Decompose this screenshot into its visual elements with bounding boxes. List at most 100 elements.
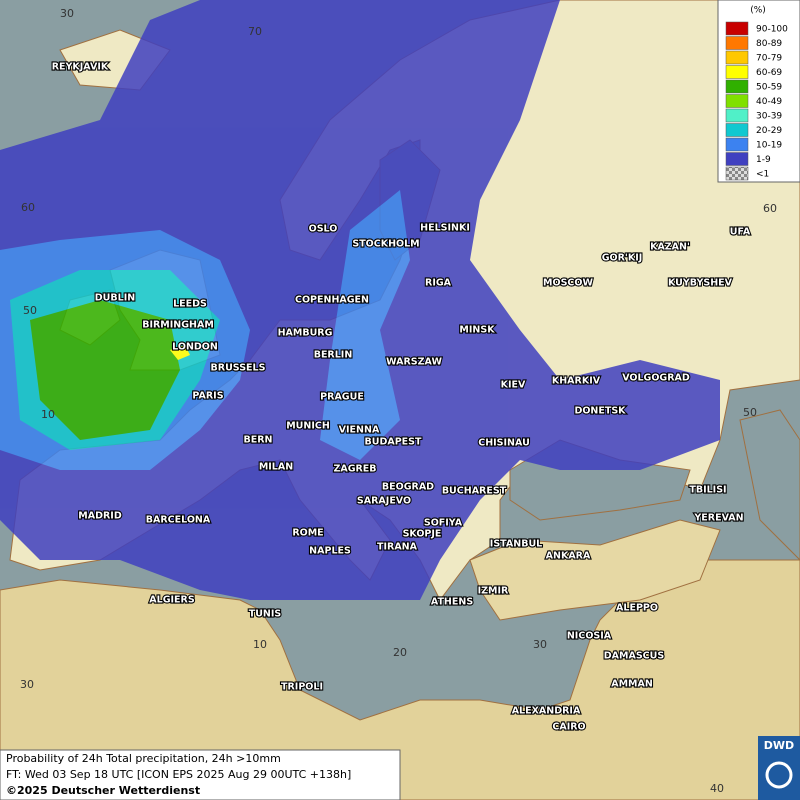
city-label: ZAGREB bbox=[333, 464, 376, 475]
city-label: UFA bbox=[730, 227, 751, 238]
city-label: ANKARA bbox=[546, 551, 591, 562]
city-label: MOSCOW bbox=[543, 278, 593, 289]
graticule-label: 50 bbox=[743, 406, 757, 419]
city-label: ALGIERS bbox=[149, 595, 195, 606]
city-label: ISTANBUL bbox=[490, 539, 542, 550]
city-label: DUBLIN bbox=[95, 293, 135, 304]
legend-swatch bbox=[725, 137, 749, 152]
city-label: KHARKIV bbox=[552, 376, 601, 387]
city-label: ALEXANDRIA bbox=[512, 706, 581, 717]
city-label: PARIS bbox=[192, 391, 223, 402]
graticule-label: 30 bbox=[60, 7, 74, 20]
city-label: NAPLES bbox=[309, 546, 351, 557]
city-label: TUNIS bbox=[249, 609, 282, 620]
city-label: MUNICH bbox=[286, 421, 330, 432]
legend-swatch bbox=[725, 166, 749, 181]
graticule-label: 60 bbox=[763, 202, 777, 215]
city-label: TIRANA bbox=[377, 542, 418, 553]
city-label: SOFIYA bbox=[424, 518, 463, 529]
city-label: VIENNA bbox=[339, 425, 380, 436]
graticule-label: 50 bbox=[23, 304, 37, 317]
city-label: KIEV bbox=[501, 380, 526, 391]
legend-label: 70-79 bbox=[756, 54, 782, 64]
legend-label: 20-29 bbox=[756, 126, 782, 136]
legend-label: 30-39 bbox=[756, 112, 782, 122]
graticule-label: 30 bbox=[533, 638, 547, 651]
city-label: LONDON bbox=[172, 342, 218, 353]
legend-swatch bbox=[725, 79, 749, 94]
legend-label: 50-59 bbox=[756, 83, 782, 93]
legend-label: <1 bbox=[756, 170, 769, 180]
city-label: OSLO bbox=[309, 224, 338, 235]
city-label: ATHENS bbox=[431, 597, 473, 608]
legend-label: 1-9 bbox=[756, 155, 771, 165]
city-label: GOR'KIJ bbox=[602, 253, 643, 264]
legend-label: 60-69 bbox=[756, 68, 782, 78]
city-label: COPENHAGEN bbox=[295, 295, 369, 306]
city-label: KUYBYSHEV bbox=[668, 278, 733, 289]
city-label: BARCELONA bbox=[146, 515, 211, 526]
city-label: DONETSK bbox=[574, 406, 626, 417]
footer-line: FT: Wed 03 Sep 18 UTC [ICON EPS 2025 Aug… bbox=[6, 768, 351, 781]
city-label: RIGA bbox=[425, 278, 452, 289]
legend-label: 80-89 bbox=[756, 39, 782, 49]
city-label: BERN bbox=[244, 435, 273, 446]
city-label: PRAGUE bbox=[320, 392, 364, 403]
city-label: BEOGRAD bbox=[382, 482, 434, 493]
city-label: SARAJEVO bbox=[357, 496, 411, 507]
city-label: IZMIR bbox=[478, 586, 509, 597]
graticule-label: 40 bbox=[710, 782, 724, 795]
city-label: CAIRO bbox=[552, 722, 585, 733]
logo-swirl bbox=[765, 761, 793, 789]
city-label: BUCHAREST bbox=[442, 486, 507, 497]
city-label: NICOSIA bbox=[567, 631, 612, 642]
legend-title: (%) bbox=[750, 6, 766, 16]
city-label: REYKJAVIK bbox=[52, 62, 109, 73]
city-label: VOLGOGRAD bbox=[622, 373, 690, 384]
legend-swatch bbox=[725, 108, 749, 123]
legend-label: 10-19 bbox=[756, 141, 782, 151]
city-label: LEEDS bbox=[173, 299, 207, 310]
city-label: HELSINKI bbox=[420, 223, 470, 234]
city-label: MINSK bbox=[459, 325, 495, 336]
city-label: BRUSSELS bbox=[211, 363, 266, 374]
legend-swatch bbox=[725, 65, 749, 79]
city-label: SKOPJE bbox=[403, 529, 442, 540]
footer-line: ©2025 Deutscher Wetterdienst bbox=[6, 784, 200, 797]
city-label: CHISINAU bbox=[478, 438, 530, 449]
graticule-label: 20 bbox=[393, 646, 407, 659]
legend-swatch bbox=[725, 152, 749, 166]
footer-box bbox=[0, 749, 401, 800]
graticule-label: 70 bbox=[248, 25, 262, 38]
city-label: STOCKHOLM bbox=[352, 239, 419, 250]
graticule-label: 10 bbox=[253, 638, 267, 651]
city-label: WARSZAW bbox=[386, 357, 442, 368]
city-label: DAMASCUS bbox=[604, 651, 665, 662]
city-label: HAMBURG bbox=[278, 328, 333, 339]
legend-swatch bbox=[725, 50, 749, 65]
graticule-label: 60 bbox=[21, 201, 35, 214]
city-label: ROME bbox=[292, 528, 323, 539]
footer-line: Probability of 24h Total precipitation, … bbox=[6, 752, 281, 765]
legend-swatch bbox=[725, 123, 749, 137]
city-label: BUDAPEST bbox=[365, 437, 422, 448]
logo-text: DWD bbox=[764, 739, 794, 752]
city-label: KAZAN' bbox=[650, 242, 690, 253]
city-label: TRIPOLI bbox=[281, 682, 323, 693]
city-label: TBILISI bbox=[689, 485, 726, 496]
city-label: ALEPPO bbox=[616, 603, 658, 614]
legend-label: 90-100 bbox=[756, 25, 788, 35]
city-label: MILAN bbox=[259, 462, 293, 473]
legend-label: 40-49 bbox=[756, 97, 782, 107]
legend-swatch bbox=[725, 94, 749, 108]
city-label: YEREVAN bbox=[693, 513, 743, 524]
city-label: MADRID bbox=[78, 511, 122, 522]
legend-swatch bbox=[725, 36, 749, 50]
city-label: AMMAN bbox=[611, 679, 653, 690]
graticule-label: 30 bbox=[20, 678, 34, 691]
legend-swatch bbox=[725, 21, 749, 36]
logo-box bbox=[758, 736, 800, 800]
precipitation bbox=[0, 0, 720, 600]
graticule-label: 10 bbox=[41, 408, 55, 421]
